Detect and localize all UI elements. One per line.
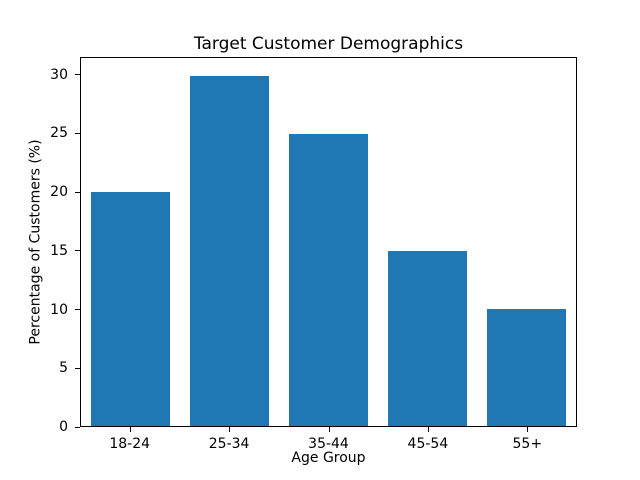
x-tick-label: 35-44 (308, 436, 349, 452)
y-tick-label: 30 (50, 66, 68, 83)
x-tick-label: 55+ (512, 436, 543, 452)
y-tick-mark (75, 250, 80, 252)
y-tick-label: 10 (50, 301, 68, 318)
y-tick-mark (75, 367, 80, 369)
x-tick-mark (229, 427, 231, 432)
bar-25-34 (189, 75, 270, 426)
y-tick-mark (75, 309, 80, 311)
y-tick-mark (75, 74, 80, 76)
y-tick-label: 15 (50, 242, 68, 259)
bar-18-24 (90, 192, 171, 426)
x-tick-label: 25-34 (208, 436, 250, 452)
bar-45-54 (387, 250, 468, 426)
x-tick-mark (527, 427, 529, 432)
y-tick-label: 20 (50, 184, 68, 201)
x-tick-mark (328, 427, 330, 432)
y-tick-label: 25 (50, 125, 68, 142)
x-tick-mark (427, 427, 429, 432)
y-tick-label: 0 (59, 419, 68, 435)
x-axis-ticks: 18-24 25-34 35-44 45-54 55+ (80, 427, 577, 472)
x-tick-label: 45-54 (407, 436, 449, 452)
x-tick-label: 18-24 (109, 436, 151, 452)
y-axis-ticks: 0 5 10 15 20 25 30 (0, 57, 80, 434)
x-tick-mark (129, 427, 131, 432)
plot-area (80, 57, 577, 427)
bar-35-44 (288, 133, 369, 426)
y-tick-label: 5 (59, 360, 68, 377)
y-tick-mark (75, 426, 80, 428)
chart-title: Target Customer Demographics (193, 34, 464, 54)
bar-55+ (486, 309, 567, 426)
y-tick-mark (75, 132, 80, 134)
x-axis-label: Age Group (291, 450, 366, 466)
y-tick-mark (75, 191, 80, 193)
